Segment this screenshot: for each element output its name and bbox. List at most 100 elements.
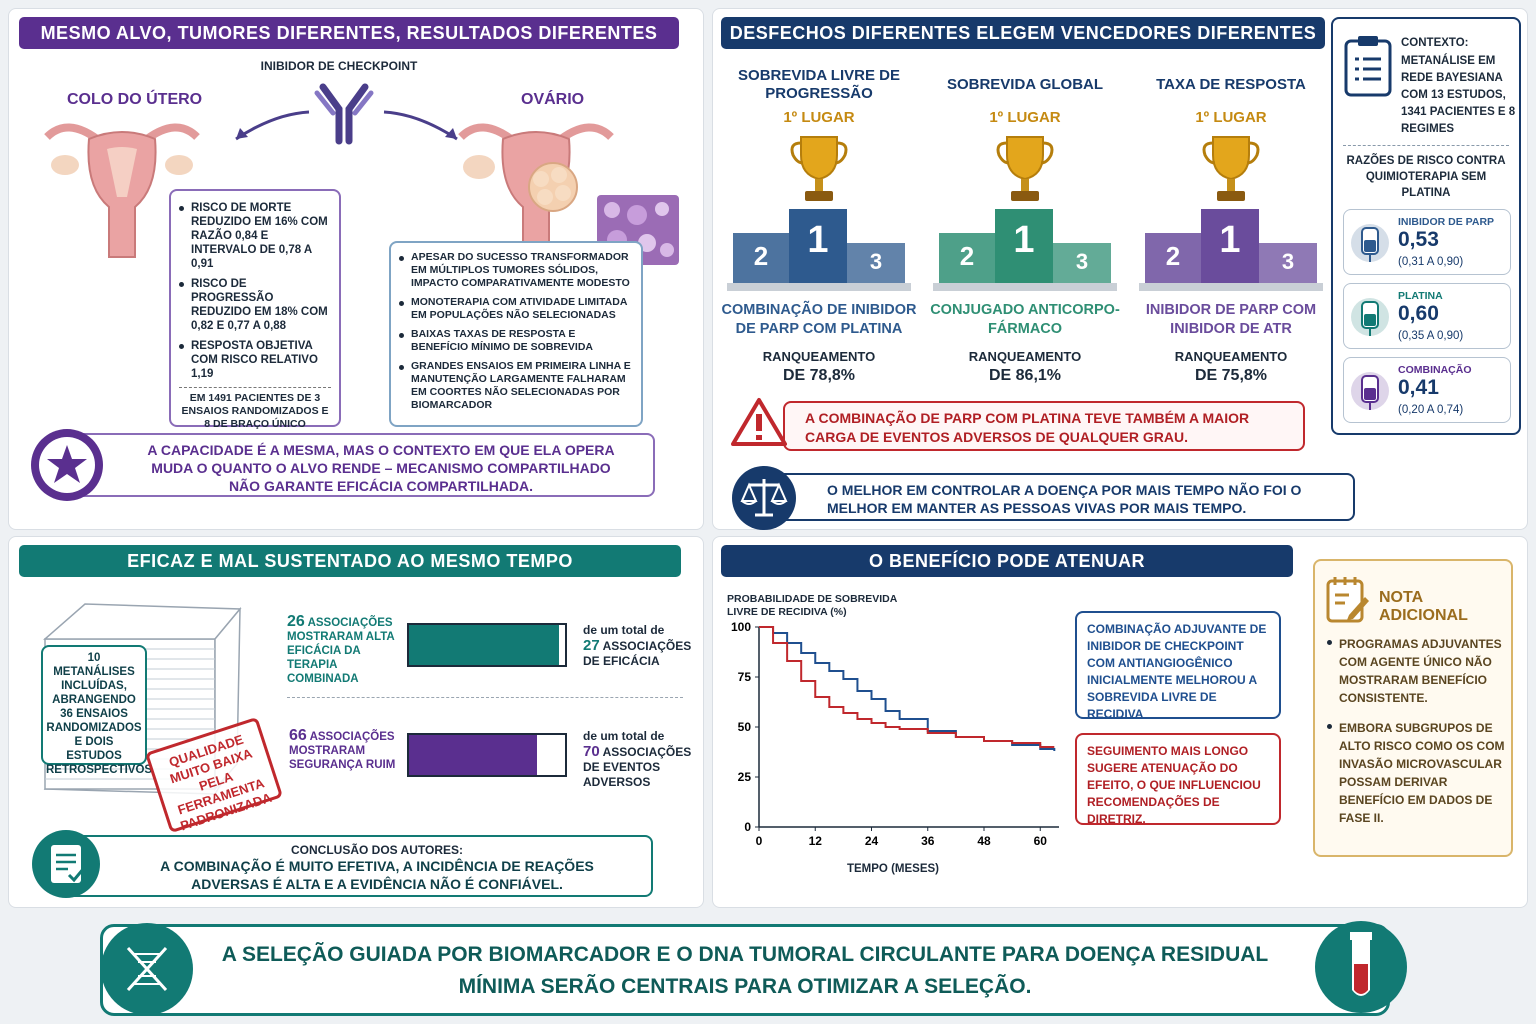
row2-label: 66 ASSOCIAÇÕES MOSTRARAM SEGURANÇA RUIM — [289, 728, 399, 772]
outcome-title: SOBREVIDA GLOBAL — [946, 76, 1104, 93]
winner-name: CONJUGADO ANTICORPO-FÁRMACO — [930, 302, 1120, 337]
y-tick-label: 75 — [738, 670, 752, 684]
podium-number-2: 2 — [753, 241, 769, 271]
podium-number-2: 2 — [1165, 241, 1181, 271]
footer-text: A SELEÇÃO GUIADA POR BIOMARCADOR E O DNA… — [221, 943, 1269, 998]
outcome-title: TAXA DE RESPOSTA — [1156, 76, 1306, 93]
panel-4-title: O BENEFÍCIO PODE ATENUAR — [721, 545, 1293, 577]
row1-total-post: ASSOCIAÇÕES DE EFICÁCIA — [583, 639, 692, 668]
red-note: SEGUIMENTO MAIS LONGO SUGERE ATENUAÇÃO D… — [1087, 744, 1261, 826]
ovary-data-box: APESAR DO SUCESSO TRANSFORMADOR EM MÚLTI… — [389, 241, 643, 427]
podium: 2 1 3 — [1139, 209, 1323, 291]
blue-note: COMBINAÇÃO ADJUVANTE DE INIBIDOR DE CHEC… — [1087, 622, 1267, 721]
note-bullet: PROGRAMAS ADJUVANTES COM AGENTE ÚNICO NÃ… — [1327, 635, 1507, 707]
hr-ci: (0,20 A 0,74) — [1398, 404, 1464, 416]
podium-base — [933, 283, 1117, 291]
panel-1-title: MESMO ALVO, TUMORES DIFERENTES, RESULTAD… — [19, 17, 679, 49]
hr-name: INIBIDOR DE PARP — [1398, 216, 1495, 228]
blue-note-box: COMBINAÇÃO ADJUVANTE DE INIBIDOR DE CHEC… — [1075, 611, 1281, 721]
combination-vials-icon — [1351, 372, 1389, 410]
row1-bar-fill — [409, 625, 560, 665]
stack-text: 10 METANÁLISES INCLUÍDAS, ABRANGENDO 36 … — [46, 652, 153, 776]
p3-conclusion-label: CONCLUSÃO DOS AUTORES: — [290, 843, 463, 857]
rank-label: RANQUEAMENTO — [1174, 349, 1288, 364]
y-tick-label: 100 — [731, 620, 751, 634]
trophy-icon — [1202, 136, 1260, 201]
rank-label: RANQUEAMENTO — [762, 349, 876, 364]
hr-title: RAZÕES DE RISCO CONTRA QUIMIOTERAPIA SEM… — [1346, 155, 1506, 199]
outcome-column-os: SOBREVIDA GLOBAL 1º LUGAR 2 1 3 CONJUGAD… — [925, 61, 1125, 391]
ovary-bullet: APESAR DO SUCESSO TRANSFORMADOR EM MÚLTI… — [399, 251, 633, 290]
row1-total: de um total de 27 ASSOCIAÇÕES DE EFICÁCI… — [583, 623, 693, 669]
panel-same-target: MESMO ALVO, TUMORES DIFERENTES, RESULTAD… — [8, 8, 704, 530]
histology-image — [597, 195, 679, 265]
outcome-title: SOBREVIDA LIVRE DE PROGRESSÃO — [738, 67, 900, 102]
rank-value: DE 75,8% — [1194, 367, 1268, 384]
podium-step-3 — [847, 243, 905, 283]
podium-number-2: 2 — [959, 241, 975, 271]
rank-label: RANQUEAMENTO — [968, 349, 1082, 364]
row2-total-post: ASSOCIAÇÕES DE EVENTOS ADVERSOS — [583, 745, 692, 789]
stamp-text: QUALIDADE MUITO BAIXA PELA FERRAMENTA PA… — [167, 731, 274, 834]
rank-value: DE 78,8% — [782, 367, 856, 384]
warning-text: A COMBINAÇÃO DE PARP COM PLATINA TEVE TA… — [805, 410, 1250, 445]
hr-name: PLATINA — [1398, 290, 1443, 302]
trophy-icon — [996, 136, 1054, 201]
podium-step-2 — [1145, 233, 1201, 283]
stack-label: 10 METANÁLISES INCLUÍDAS, ABRANGENDO 36 … — [41, 645, 152, 776]
podium: 2 1 3 — [727, 209, 911, 291]
footer-banner: A SELEÇÃO GUIADA POR BIOMARCADOR E O DNA… — [100, 924, 1390, 1016]
podium-number-1: 1 — [1013, 219, 1035, 261]
row1-word: ASSOCIAÇÕES — [307, 617, 393, 629]
podium-step-2 — [733, 233, 789, 283]
chart-xlabel: TEMPO (MESES) — [846, 863, 939, 875]
uterus-illustration — [44, 123, 200, 258]
balance-box: O MELHOR EM CONTROLAR A DOENÇA POR MAIS … — [765, 473, 1355, 521]
hr-name: COMBINAÇÃO — [1398, 364, 1472, 376]
panel-2-title: DESFECHOS DIFERENTES ELEGEM VENCEDORES D… — [721, 17, 1325, 49]
hr-value: 0,53 — [1398, 228, 1439, 251]
antibody-icon — [314, 83, 374, 145]
panel-benefit-attenuates: O BENEFÍCIO PODE ATENUAR PROBABILIDADE D… — [712, 536, 1528, 908]
cervix-data-box: RISCO DE MORTE REDUZIDO EM 16% COM RAZÃO… — [169, 189, 341, 430]
context-sidebar: CONTEXTO: METANÁLISE EM REDE BAYESIANA C… — [1331, 17, 1521, 435]
y-tick-label: 50 — [738, 720, 752, 734]
cervix-note: EM 1491 PACIENTES DE 3 ENSAIOS RANDOMIZA… — [181, 392, 329, 430]
panel-effective-unsupported: EFICAZ E MAL SUSTENTADO AO MESMO TEMPO 1… — [8, 536, 704, 908]
hr-ci: (0,31 A 0,90) — [1398, 256, 1464, 268]
row2-word: ASSOCIAÇÕES — [309, 731, 395, 743]
winner-name: INIBIDOR DE PARP COM INIBIDOR DE ATR — [1145, 302, 1317, 337]
cervix-bullet: RESPOSTA OBJETIVA COM RISCO RELATIVO 1,1… — [179, 339, 331, 381]
row2-bar-fill — [409, 735, 537, 775]
x-tick-label: 12 — [809, 834, 823, 848]
place-label: 1º LUGAR — [989, 109, 1061, 126]
podium: 2 1 3 — [933, 209, 1117, 291]
blood-tube-icon — [1315, 921, 1407, 1013]
podium-step-1 — [1201, 209, 1259, 283]
inhibitor-label: INIBIDOR DE CHECKPOINT — [260, 59, 418, 73]
p1-conclusion: A CAPACIDADE É A MESMA, MAS O CONTEXTO E… — [147, 442, 615, 494]
y-tick-label: 0 — [744, 820, 751, 834]
podium-step-3 — [1259, 243, 1317, 283]
x-tick-label: 36 — [921, 834, 935, 848]
ovary-bullet: MONOTERAPIA COM ATIVIDADE LIMITADA EM PO… — [399, 296, 633, 322]
iv-bag-icon — [1351, 224, 1389, 262]
row1-label: 26 ASSOCIAÇÕES MOSTRARAM ALTA EFICÁCIA D… — [287, 614, 407, 686]
row1-bar-track — [407, 623, 567, 667]
note-title: NOTA ADICIONAL — [1379, 589, 1468, 624]
winner-name: COMBINAÇÃO DE INIBIDOR DE PARP COM PLATI… — [721, 302, 917, 337]
additional-note-box: NOTA ADICIONAL PROGRAMAS ADJUVANTES COM … — [1313, 559, 1513, 857]
y-tick-label: 25 — [738, 770, 752, 784]
outcome-column-pfs: SOBREVIDA LIVRE DE PROGRESSÃO 1º LUGAR 2… — [719, 61, 919, 391]
panel-3-title: EFICAZ E MAL SUSTENTADO AO MESMO TEMPO — [19, 545, 681, 577]
ovary-illustration — [458, 123, 614, 258]
cervix-bullet: RISCO DE MORTE REDUZIDO EM 16% COM RAZÃO… — [179, 201, 331, 271]
checklist-icon — [32, 830, 100, 898]
podium-number-1: 1 — [807, 219, 829, 261]
row2-total: de um total de 70 ASSOCIAÇÕES DE EVENTOS… — [583, 729, 693, 790]
cervix-bullet: RISCO DE PROGRESSÃO REDUZIDO EM 18% COM … — [179, 277, 331, 333]
outcome-column-rr: TAXA DE RESPOSTA 1º LUGAR 2 1 3 INIBIDOR… — [1131, 61, 1331, 391]
place-label: 1º LUGAR — [1195, 109, 1267, 126]
trophy-icon — [790, 136, 848, 201]
panel-outcomes: DESFECHOS DIFERENTES ELEGEM VENCEDORES D… — [712, 8, 1528, 530]
